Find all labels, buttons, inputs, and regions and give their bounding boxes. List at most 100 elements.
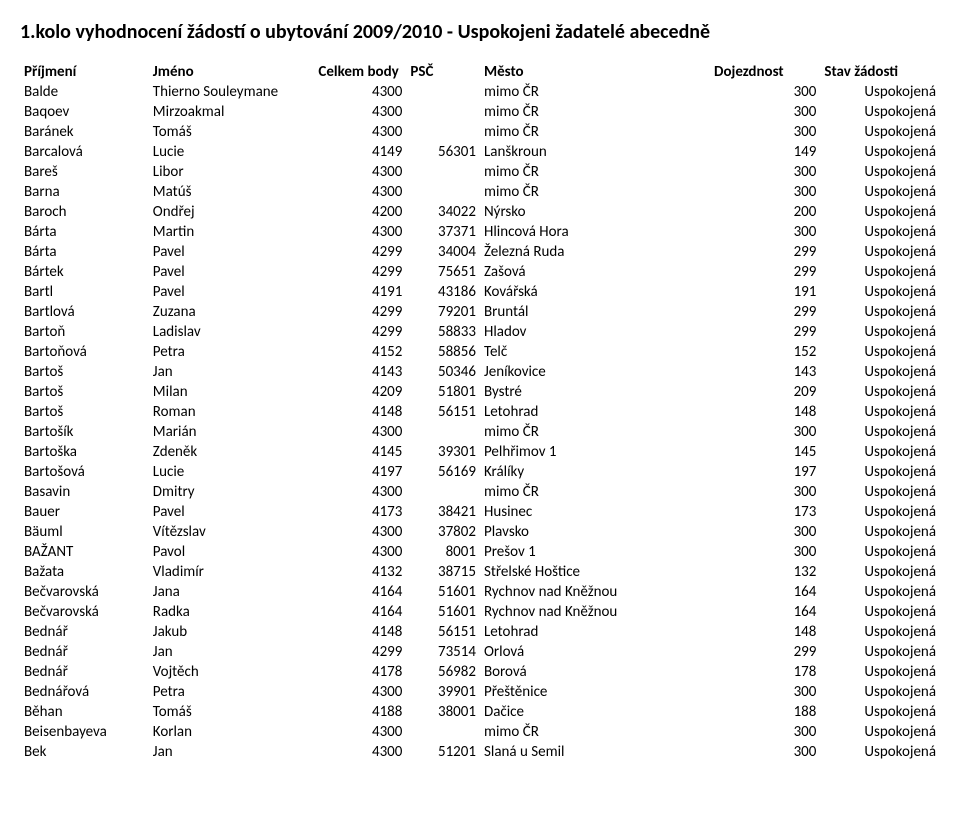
cell-mesto: Přeštěnice — [480, 682, 710, 702]
cell-body: 4188 — [314, 702, 406, 722]
cell-body: 4300 — [314, 182, 406, 202]
cell-dojezdnost: 173 — [710, 502, 820, 522]
cell-dojezdnost: 300 — [710, 122, 820, 142]
table-row: BečvarovskáRadka416451601Rychnov nad Kně… — [20, 602, 940, 622]
cell-body: 4300 — [314, 82, 406, 102]
cell-jmeno: Jan — [149, 362, 315, 382]
cell-psc — [406, 162, 480, 182]
cell-dojezdnost: 145 — [710, 442, 820, 462]
cell-prijmeni: Bečvarovská — [20, 582, 149, 602]
cell-prijmeni: Bartoška — [20, 442, 149, 462]
cell-dojezdnost: 188 — [710, 702, 820, 722]
table-row: BartoňLadislav429958833Hladov299Uspokoje… — [20, 322, 940, 342]
cell-mesto: Letohrad — [480, 622, 710, 642]
cell-stav: Uspokojená — [820, 462, 940, 482]
cell-jmeno: Lucie — [149, 142, 315, 162]
cell-psc: 8001 — [406, 542, 480, 562]
cell-prijmeni: Baqoev — [20, 102, 149, 122]
cell-prijmeni: Beisenbayeva — [20, 722, 149, 742]
cell-stav: Uspokojená — [820, 662, 940, 682]
cell-body: 4300 — [314, 542, 406, 562]
cell-prijmeni: Bartoš — [20, 402, 149, 422]
cell-stav: Uspokojená — [820, 622, 940, 642]
cell-jmeno: Pavel — [149, 262, 315, 282]
cell-body: 4145 — [314, 442, 406, 462]
cell-prijmeni: Bednářová — [20, 682, 149, 702]
cell-prijmeni: Bartlová — [20, 302, 149, 322]
cell-dojezdnost: 200 — [710, 202, 820, 222]
cell-body: 4299 — [314, 242, 406, 262]
table-row: BarnaMatúš4300mimo ČR300Uspokojená — [20, 182, 940, 202]
cell-mesto: Železná Ruda — [480, 242, 710, 262]
cell-stav: Uspokojená — [820, 302, 940, 322]
cell-dojezdnost: 299 — [710, 242, 820, 262]
cell-dojezdnost: 300 — [710, 722, 820, 742]
cell-jmeno: Marián — [149, 422, 315, 442]
cell-prijmeni: Barcalová — [20, 142, 149, 162]
cell-stav: Uspokojená — [820, 162, 940, 182]
cell-psc — [406, 722, 480, 742]
cell-psc: 39301 — [406, 442, 480, 462]
cell-prijmeni: Bárta — [20, 242, 149, 262]
cell-prijmeni: Běhan — [20, 702, 149, 722]
page-title: 1.kolo vyhodnocení žádostí o ubytování 2… — [20, 20, 940, 44]
table-header-row: Příjmení Jméno Celkem body PSČ Město Doj… — [20, 62, 940, 82]
cell-psc: 37802 — [406, 522, 480, 542]
cell-mesto: Zašová — [480, 262, 710, 282]
cell-mesto: Borová — [480, 662, 710, 682]
cell-psc — [406, 122, 480, 142]
cell-body: 4299 — [314, 642, 406, 662]
cell-psc: 43186 — [406, 282, 480, 302]
cell-jmeno: Jan — [149, 642, 315, 662]
cell-stav: Uspokojená — [820, 602, 940, 622]
cell-prijmeni: Bartošík — [20, 422, 149, 442]
cell-stav: Uspokojená — [820, 542, 940, 562]
cell-body: 4149 — [314, 142, 406, 162]
cell-jmeno: Mirzoakmal — [149, 102, 315, 122]
cell-mesto: Bruntál — [480, 302, 710, 322]
cell-body: 4300 — [314, 222, 406, 242]
cell-psc: 56151 — [406, 622, 480, 642]
table-row: BartošJan414350346Jeníkovice143Uspokojen… — [20, 362, 940, 382]
cell-jmeno: Libor — [149, 162, 315, 182]
cell-jmeno: Lucie — [149, 462, 315, 482]
table-row: BažataVladimír413238715Střelské Hoštice1… — [20, 562, 940, 582]
cell-mesto: Dačice — [480, 702, 710, 722]
cell-psc: 58856 — [406, 342, 480, 362]
cell-stav: Uspokojená — [820, 682, 940, 702]
table-row: BAŽANTPavol43008001Prešov 1300Uspokojená — [20, 542, 940, 562]
cell-dojezdnost: 164 — [710, 582, 820, 602]
cell-prijmeni: Balde — [20, 82, 149, 102]
cell-stav: Uspokojená — [820, 442, 940, 462]
cell-body: 4300 — [314, 682, 406, 702]
cell-stav: Uspokojená — [820, 422, 940, 442]
cell-mesto: Kovářská — [480, 282, 710, 302]
cell-body: 4300 — [314, 422, 406, 442]
cell-prijmeni: BAŽANT — [20, 542, 149, 562]
cell-dojezdnost: 299 — [710, 322, 820, 342]
cell-jmeno: Milan — [149, 382, 315, 402]
cell-jmeno: Korlan — [149, 722, 315, 742]
cell-jmeno: Tomáš — [149, 122, 315, 142]
cell-stav: Uspokojená — [820, 722, 940, 742]
cell-dojezdnost: 148 — [710, 402, 820, 422]
table-row: BartošRoman414856151Letohrad148Uspokojen… — [20, 402, 940, 422]
cell-mesto: mimo ČR — [480, 182, 710, 202]
cell-body: 4200 — [314, 202, 406, 222]
cell-stav: Uspokojená — [820, 242, 940, 262]
cell-dojezdnost: 143 — [710, 362, 820, 382]
cell-psc: 37371 — [406, 222, 480, 242]
cell-stav: Uspokojená — [820, 82, 940, 102]
cell-psc: 75651 — [406, 262, 480, 282]
cell-mesto: Rychnov nad Kněžnou — [480, 602, 710, 622]
cell-stav: Uspokojená — [820, 102, 940, 122]
table-row: BartlPavel419143186Kovářská191Uspokojená — [20, 282, 940, 302]
cell-jmeno: Pavel — [149, 282, 315, 302]
cell-jmeno: Jana — [149, 582, 315, 602]
cell-mesto: mimo ČR — [480, 162, 710, 182]
cell-mesto: mimo ČR — [480, 102, 710, 122]
cell-body: 4143 — [314, 362, 406, 382]
cell-prijmeni: Baránek — [20, 122, 149, 142]
cell-body: 4164 — [314, 582, 406, 602]
cell-stav: Uspokojená — [820, 502, 940, 522]
